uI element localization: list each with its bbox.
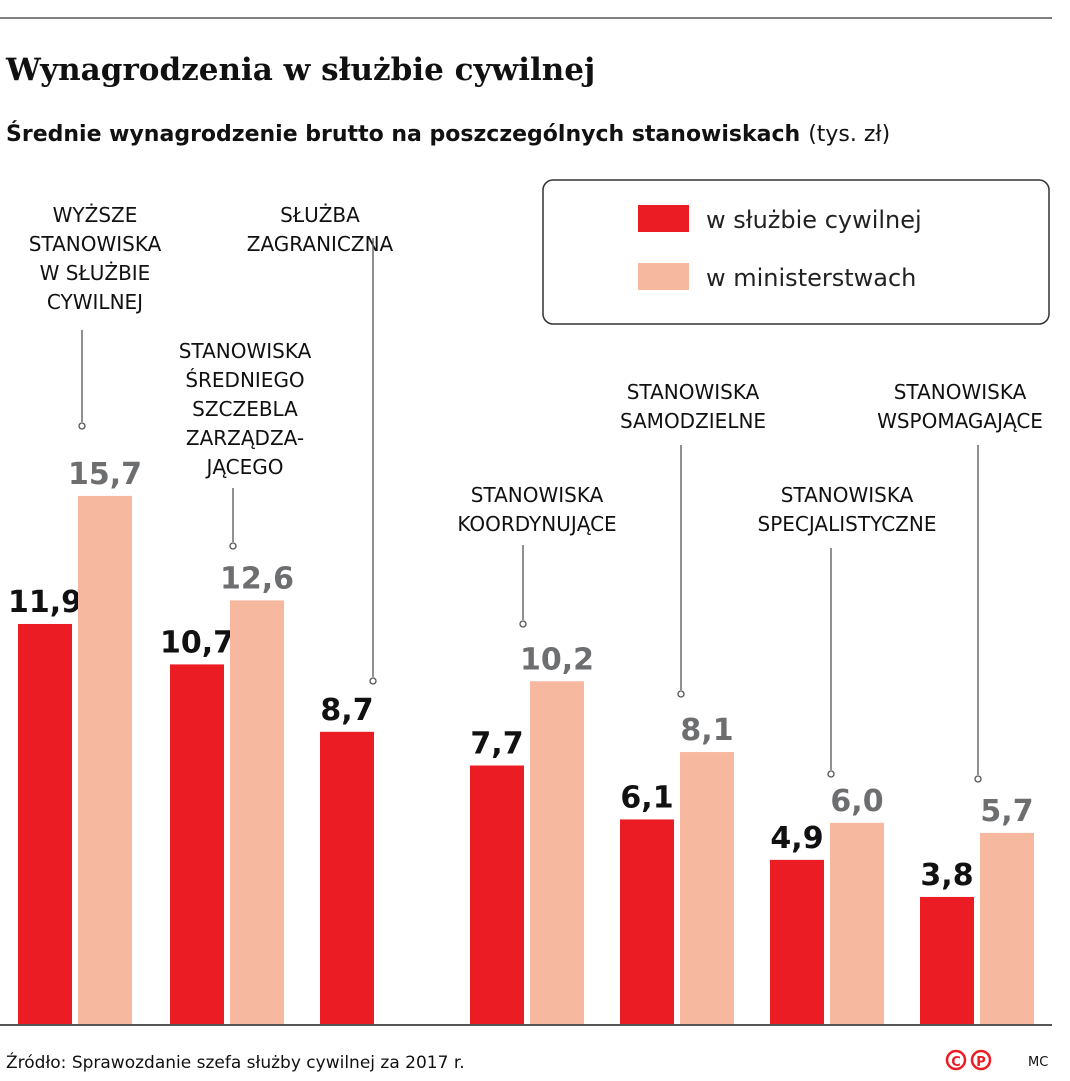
bar-ministerstwa: [530, 681, 584, 1025]
leader-dot: [78, 422, 86, 430]
category-label: STANOWISKA ŚREDNIEGO SZCZEBLA ZARZĄDZA-JĄCE…: [179, 339, 312, 479]
category-label: SŁUŻBA ZAGRANICZNA: [247, 203, 394, 256]
svg-text:C: C: [951, 1055, 961, 1070]
bar-sluzba-cywilna: [620, 819, 674, 1025]
value-label: 10,2: [520, 642, 594, 677]
legend-box: [542, 179, 1050, 325]
author-initials: MC: [1028, 1055, 1048, 1070]
copyright-logo: C P: [945, 1049, 992, 1071]
legend-swatch-red: [638, 205, 689, 232]
unit-text: (tys. zł): [808, 122, 890, 147]
value-label: 11,9: [8, 585, 82, 620]
leader-dot: [229, 542, 237, 550]
chart-title: Wynagrodzenia w służbie cywilnej: [5, 52, 595, 88]
bar-ministerstwa: [680, 752, 734, 1025]
category-label: STANOWISKA KOORDYNUJĄCE: [457, 483, 616, 536]
category-label: WYŻSZE STANOWISKA W SŁUŻBIE CYWILNEJ: [29, 203, 162, 314]
bar-sluzba-cywilna: [18, 623, 72, 1025]
leader-dot: [827, 770, 835, 778]
bar-ministerstwa: [980, 832, 1034, 1025]
value-label: 15,7: [68, 457, 142, 492]
subtitle-text: Średnie wynagrodzenie brutto na poszczeg…: [6, 121, 800, 147]
bar-ministerstwa: [230, 600, 284, 1025]
bar-sluzba-cywilna: [920, 896, 974, 1025]
value-label: 5,7: [980, 794, 1033, 829]
leader-dot: [677, 690, 685, 698]
svg-text:P: P: [976, 1055, 986, 1070]
value-label: 7,7: [470, 727, 523, 762]
category-label: STANOWISKA SPECJALISTYCZNE: [758, 483, 937, 536]
legend: w służbie cywilnej w ministerstwach: [542, 179, 1050, 325]
value-label: 6,0: [830, 784, 883, 819]
legend-label-red: w służbie cywilnej: [706, 206, 922, 234]
value-label: 8,1: [680, 713, 733, 748]
category-label: STANOWISKA WSPOMAGAJĄCE: [877, 380, 1043, 433]
category-label: STANOWISKA SAMODZIELNE: [620, 380, 766, 433]
bar-sluzba-cywilna: [170, 664, 224, 1025]
bar-sluzba-cywilna: [770, 859, 824, 1025]
bar-ministerstwa: [830, 822, 884, 1025]
bar-sluzba-cywilna: [470, 765, 524, 1025]
leader-dot: [369, 677, 377, 685]
value-label: 10,7: [160, 625, 234, 660]
value-label: 6,1: [620, 780, 673, 815]
value-label: 8,7: [320, 693, 373, 728]
chart-subtitle: Średnie wynagrodzenie brutto na poszczeg…: [6, 121, 890, 147]
bar-ministerstwa: [78, 495, 132, 1025]
source-note: Źródło: Sprawozdanie szefa służby cywiln…: [6, 1051, 465, 1073]
bar-sluzba-cywilna: [320, 731, 374, 1025]
value-label: 12,6: [220, 561, 294, 596]
leader-dot: [519, 620, 527, 628]
leader-dot: [974, 775, 982, 783]
value-label: 4,9: [770, 821, 823, 856]
value-label: 3,8: [920, 858, 973, 893]
legend-label-pink: w ministerstwach: [706, 264, 916, 292]
legend-swatch-pink: [638, 263, 689, 290]
